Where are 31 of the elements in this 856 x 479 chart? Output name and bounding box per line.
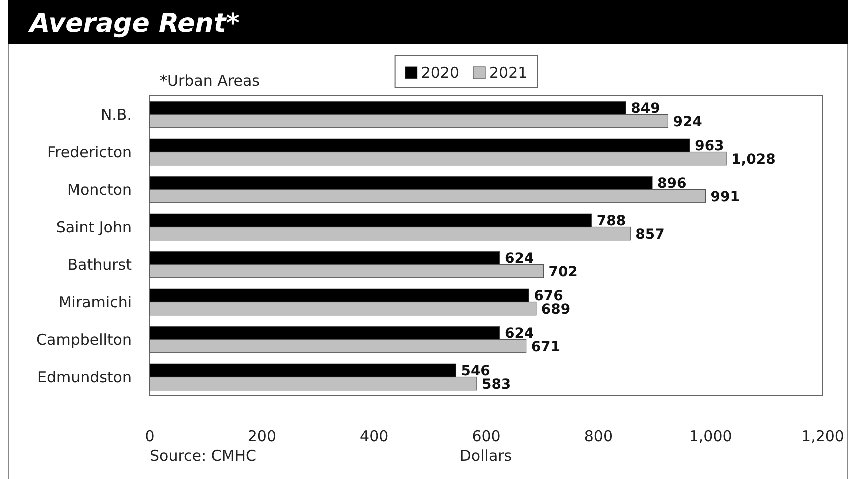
x-axis-title: Dollars: [460, 447, 512, 465]
data-label: 924: [673, 114, 703, 130]
chart-title: Average Rent*: [28, 9, 240, 39]
x-tick-label: 400: [360, 428, 389, 446]
x-tick-label: 0: [145, 428, 155, 446]
x-tick-label: 1,000: [689, 428, 732, 446]
y-tick-label: N.B.: [100, 106, 132, 124]
y-tick-label: Edmundston: [37, 368, 132, 386]
data-label: 702: [548, 264, 578, 280]
y-tick-label: Moncton: [68, 180, 132, 199]
data-label: 991: [710, 189, 740, 206]
legend-label: 2021: [490, 64, 528, 82]
x-tick-label: 600: [472, 428, 501, 446]
y-tick-label: Fredericton: [48, 143, 132, 162]
x-tick-label: 800: [584, 428, 613, 446]
text: *Urban Areas: [160, 72, 260, 90]
x-tick-label: 200: [248, 428, 276, 446]
data-label: 963: [695, 138, 724, 155]
y-tick-label: Bathurst: [68, 256, 132, 274]
y-tick-label: Miramichi: [58, 293, 132, 312]
legend-label: 2020: [421, 64, 460, 82]
data-label: 788: [596, 214, 626, 230]
x-tick-label: 1,200: [802, 428, 844, 446]
data-label: 849: [631, 101, 660, 118]
data-label: 1,028: [732, 152, 776, 168]
data-label: 896: [658, 176, 687, 192]
y-tick-label: Campbellton: [36, 330, 132, 349]
source-note: Source: CMHC: [150, 447, 257, 465]
data-label: 857: [636, 226, 665, 243]
y-tick-label: Saint John: [56, 218, 132, 236]
data-label: 624: [504, 251, 534, 268]
